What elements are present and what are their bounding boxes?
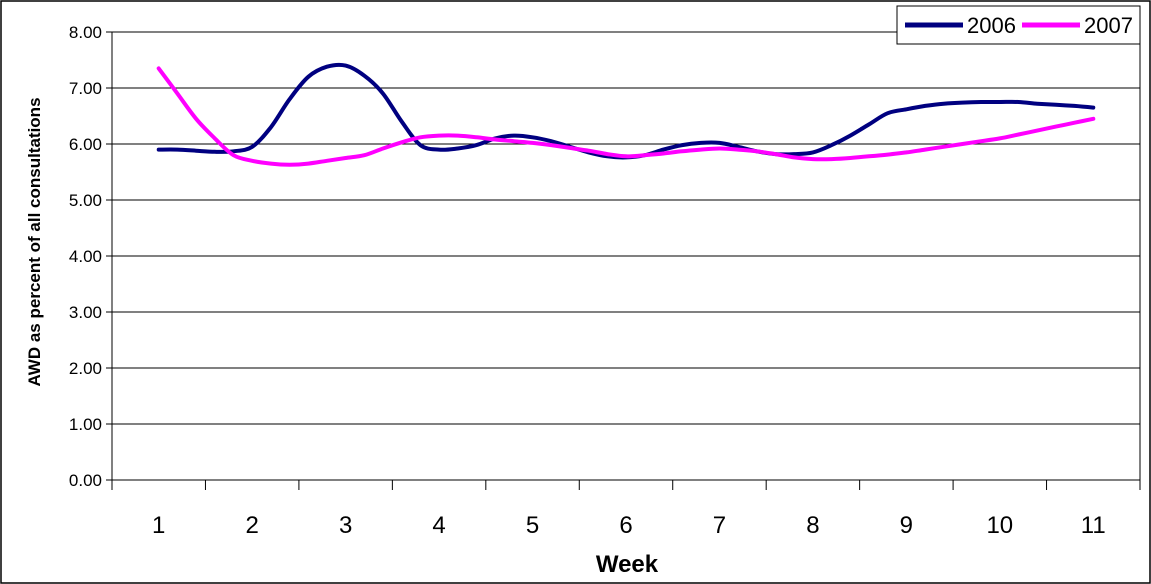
x-tick-label: 11: [1081, 512, 1106, 539]
x-axis-title: Week: [596, 551, 659, 578]
y-axis-title: AWD as percent of all consultations: [25, 97, 44, 386]
x-tick-label: 6: [619, 512, 632, 539]
x-axis-ticks: 1 2 3 4 5 6 7 8 9 10 11: [111, 480, 1141, 539]
x-tick-label: 3: [339, 512, 352, 539]
x-tick-label: 1: [152, 512, 165, 539]
series-lines: [156, 62, 1096, 167]
y-tick-label: 8.00: [69, 23, 102, 42]
y-tick-label: 3.00: [69, 303, 102, 322]
y-tick-label: 5.00: [69, 191, 102, 210]
x-tick-label: 2: [246, 512, 259, 539]
x-tick-label: 7: [713, 512, 726, 539]
y-axis-ticks: 0.00 1.00 2.00 3.00 4.00 5.00 6.00 7.00 8.00: [69, 23, 112, 490]
legend-label-2007: 2007: [1084, 13, 1133, 38]
y-tick-label: 0.00: [69, 471, 102, 490]
y-tick-label: 2.00: [69, 359, 102, 378]
series-line-2007: [156, 66, 1096, 167]
y-tick-label: 4.00: [69, 247, 102, 266]
y-tick-label: 7.00: [69, 79, 102, 98]
y-tick-label: 1.00: [69, 415, 102, 434]
x-tick-label: 8: [806, 512, 819, 539]
x-tick-label: 4: [432, 512, 445, 539]
legend: 2006 2007: [896, 5, 1141, 45]
y-tick-label: 6.00: [69, 135, 102, 154]
legend-label-2006: 2006: [967, 13, 1016, 38]
x-tick-label: 9: [900, 512, 913, 539]
x-tick-label: 5: [526, 512, 539, 539]
x-tick-label: 10: [986, 512, 1013, 539]
